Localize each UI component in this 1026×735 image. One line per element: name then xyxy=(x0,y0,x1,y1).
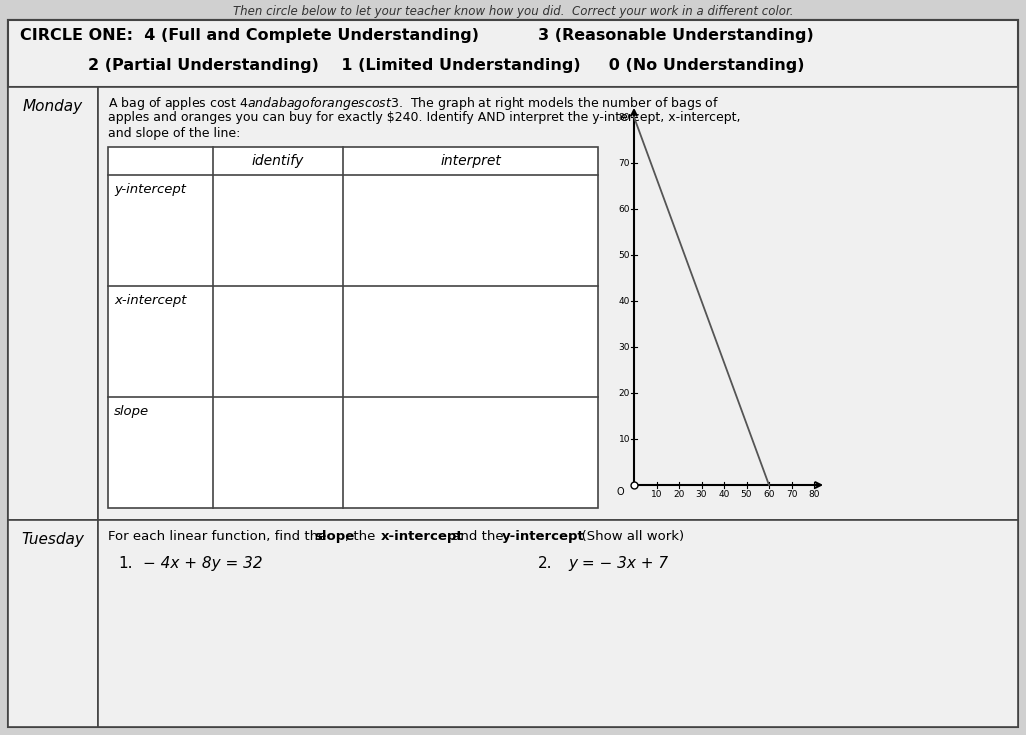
Text: .  (Show all work): . (Show all work) xyxy=(569,530,684,543)
Text: 50: 50 xyxy=(619,251,630,259)
Text: 60: 60 xyxy=(763,490,775,499)
Text: slope: slope xyxy=(314,530,354,543)
Bar xyxy=(98,87,1018,520)
Bar xyxy=(8,520,98,727)
Text: identify: identify xyxy=(251,154,304,168)
Text: 80: 80 xyxy=(808,490,820,499)
Text: y = − 3x + 7: y = − 3x + 7 xyxy=(568,556,668,571)
Text: 3 (Reasonable Understanding): 3 (Reasonable Understanding) xyxy=(538,28,814,43)
Text: x-intercept: x-intercept xyxy=(114,294,187,307)
Bar xyxy=(8,87,98,520)
Text: A bag of apples cost $4 and a bag of oranges cost $3.  The graph at right models: A bag of apples cost $4 and a bag of ora… xyxy=(108,95,719,112)
Text: apples and oranges you can buy for exactly $240. Identify AND interpret the y-in: apples and oranges you can buy for exact… xyxy=(108,111,741,124)
Text: 40: 40 xyxy=(619,296,630,306)
Text: 2.: 2. xyxy=(538,556,552,571)
Text: 2 (Partial Understanding)    1 (Limited Understanding)     0 (No Understanding): 2 (Partial Understanding) 1 (Limited Und… xyxy=(88,58,804,73)
Text: 50: 50 xyxy=(741,490,752,499)
Text: Then circle below to let your teacher know how you did.  Correct your work in a : Then circle below to let your teacher kn… xyxy=(233,5,793,18)
Text: 20: 20 xyxy=(673,490,684,499)
Bar xyxy=(8,20,1018,87)
Text: 70: 70 xyxy=(619,159,630,168)
Text: For each linear function, find the: For each linear function, find the xyxy=(108,530,330,543)
Text: − 4x + 8y = 32: − 4x + 8y = 32 xyxy=(143,556,263,571)
Text: , the: , the xyxy=(345,530,380,543)
Text: Monday: Monday xyxy=(23,99,83,114)
Text: x-intercept: x-intercept xyxy=(381,530,463,543)
Text: 60: 60 xyxy=(619,204,630,213)
Text: and the: and the xyxy=(448,530,508,543)
Text: Tuesday: Tuesday xyxy=(22,532,84,547)
Text: 1.: 1. xyxy=(118,556,132,571)
Text: y-intercept: y-intercept xyxy=(114,183,186,196)
Bar xyxy=(98,520,1018,727)
Text: 40: 40 xyxy=(718,490,729,499)
Text: 20: 20 xyxy=(619,389,630,398)
Text: 30: 30 xyxy=(696,490,707,499)
Text: and slope of the line:: and slope of the line: xyxy=(108,127,240,140)
Text: 70: 70 xyxy=(786,490,797,499)
Text: CIRCLE ONE:  4 (Full and Complete Understanding): CIRCLE ONE: 4 (Full and Complete Underst… xyxy=(19,28,479,43)
Text: 10: 10 xyxy=(619,434,630,443)
Bar xyxy=(108,147,598,508)
Text: slope: slope xyxy=(114,405,149,418)
Text: 10: 10 xyxy=(650,490,662,499)
Text: 30: 30 xyxy=(619,343,630,351)
Text: y-intercept: y-intercept xyxy=(502,530,584,543)
Text: O: O xyxy=(617,487,624,497)
Text: interpret: interpret xyxy=(440,154,501,168)
Text: 80: 80 xyxy=(619,112,630,121)
